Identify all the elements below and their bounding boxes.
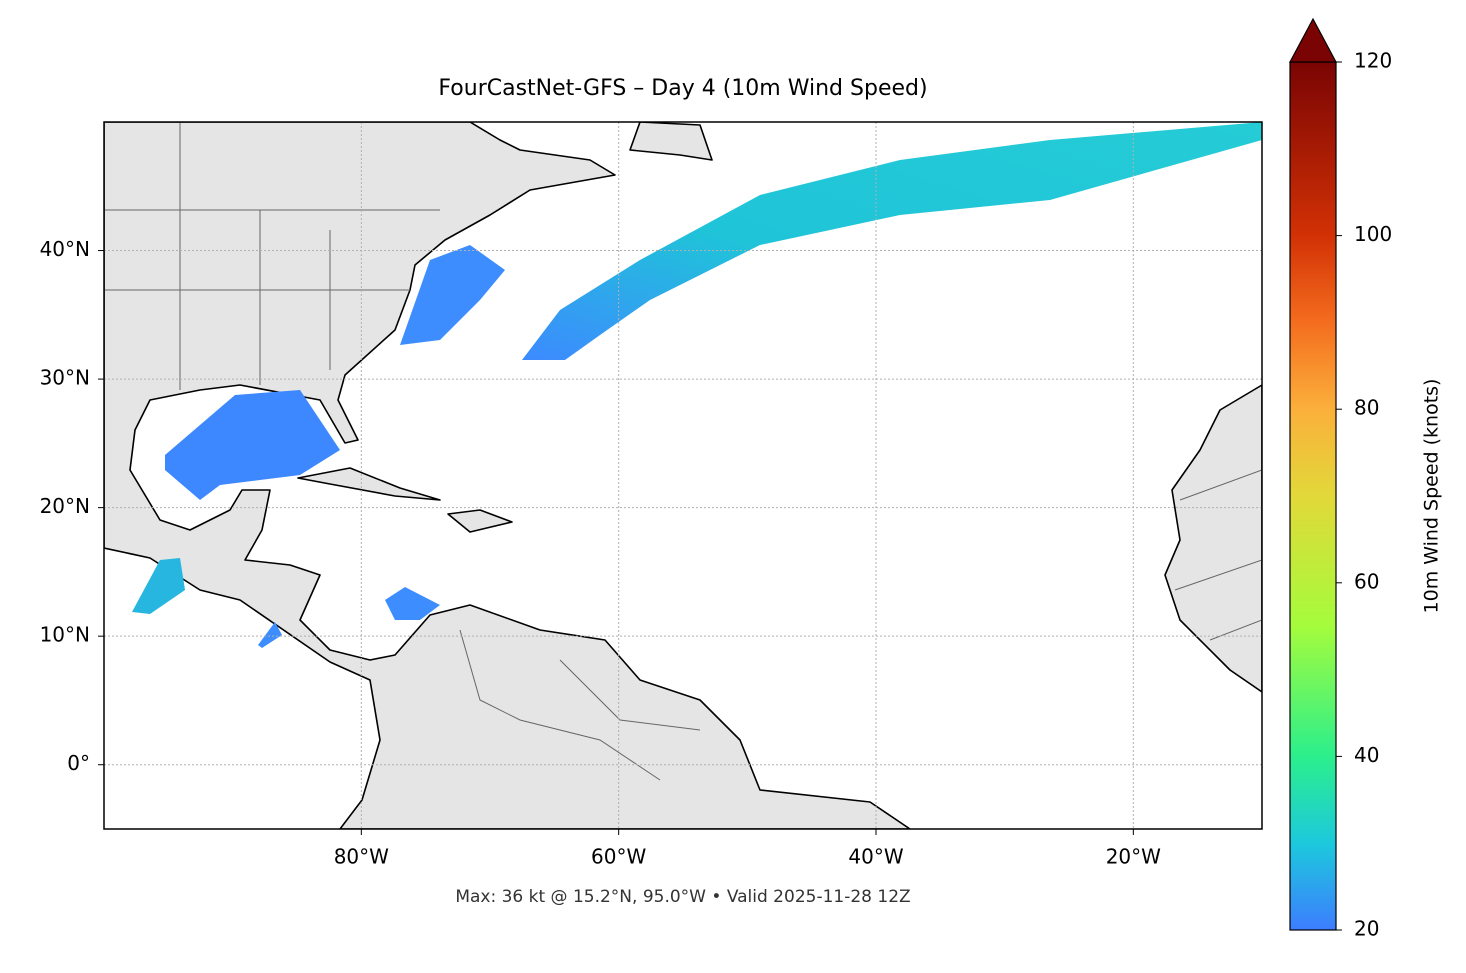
x-tick-label: 60°W [591,845,646,869]
jet-stream [522,122,1262,360]
wind-field [132,122,1262,648]
y-tick-label: 40°N [40,237,90,261]
wind-patch [165,390,340,500]
colorbar-tick-label: 20 [1354,917,1379,941]
y-tick-label: 20°N [40,494,90,518]
cuba [297,467,441,501]
wind-patch [385,587,440,620]
axes-ticks: 80°W 60°W 40°W 20°W 0° 10°N 20°N 30°N 40°N 20 40 60… [40,49,1393,941]
wind-patch [400,245,505,345]
wind-patch [258,622,282,648]
colorbar [1289,61,1337,931]
colorbar-tick-label: 100 [1354,222,1392,246]
wind-patch [132,558,185,614]
newfoundland [629,122,713,161]
colorbar-extend [1288,17,1338,63]
colorbar-label: 10m Wind Speed (knots) [1421,379,1443,614]
y-tick-label: 10°N [40,623,90,647]
colorbar-tick-label: 40 [1354,743,1379,767]
map-frame [103,121,1263,830]
map-area [104,122,1262,829]
y-tick-label: 0° [67,751,90,775]
colorbar-tick-label: 60 [1354,569,1379,593]
borders [104,122,1262,781]
hispaniola [447,509,513,533]
title: FourCastNet-GFS – Day 4 (10m Wind Speed) [438,76,927,101]
africa [1164,384,1262,693]
y-tick-label: 30°N [40,366,90,390]
americas [104,122,911,829]
x-tick-label: 20°W [1106,845,1161,869]
footer-note: Max: 36 kt @ 15.2°N, 95.0°W • Valid 2025… [455,887,910,907]
colorbar-tick-label: 80 [1354,396,1379,420]
x-tick-label: 80°W [334,845,389,869]
gridlines [104,122,1262,829]
x-tick-label: 40°W [848,845,903,869]
colorbar-tick-label: 120 [1354,49,1392,73]
